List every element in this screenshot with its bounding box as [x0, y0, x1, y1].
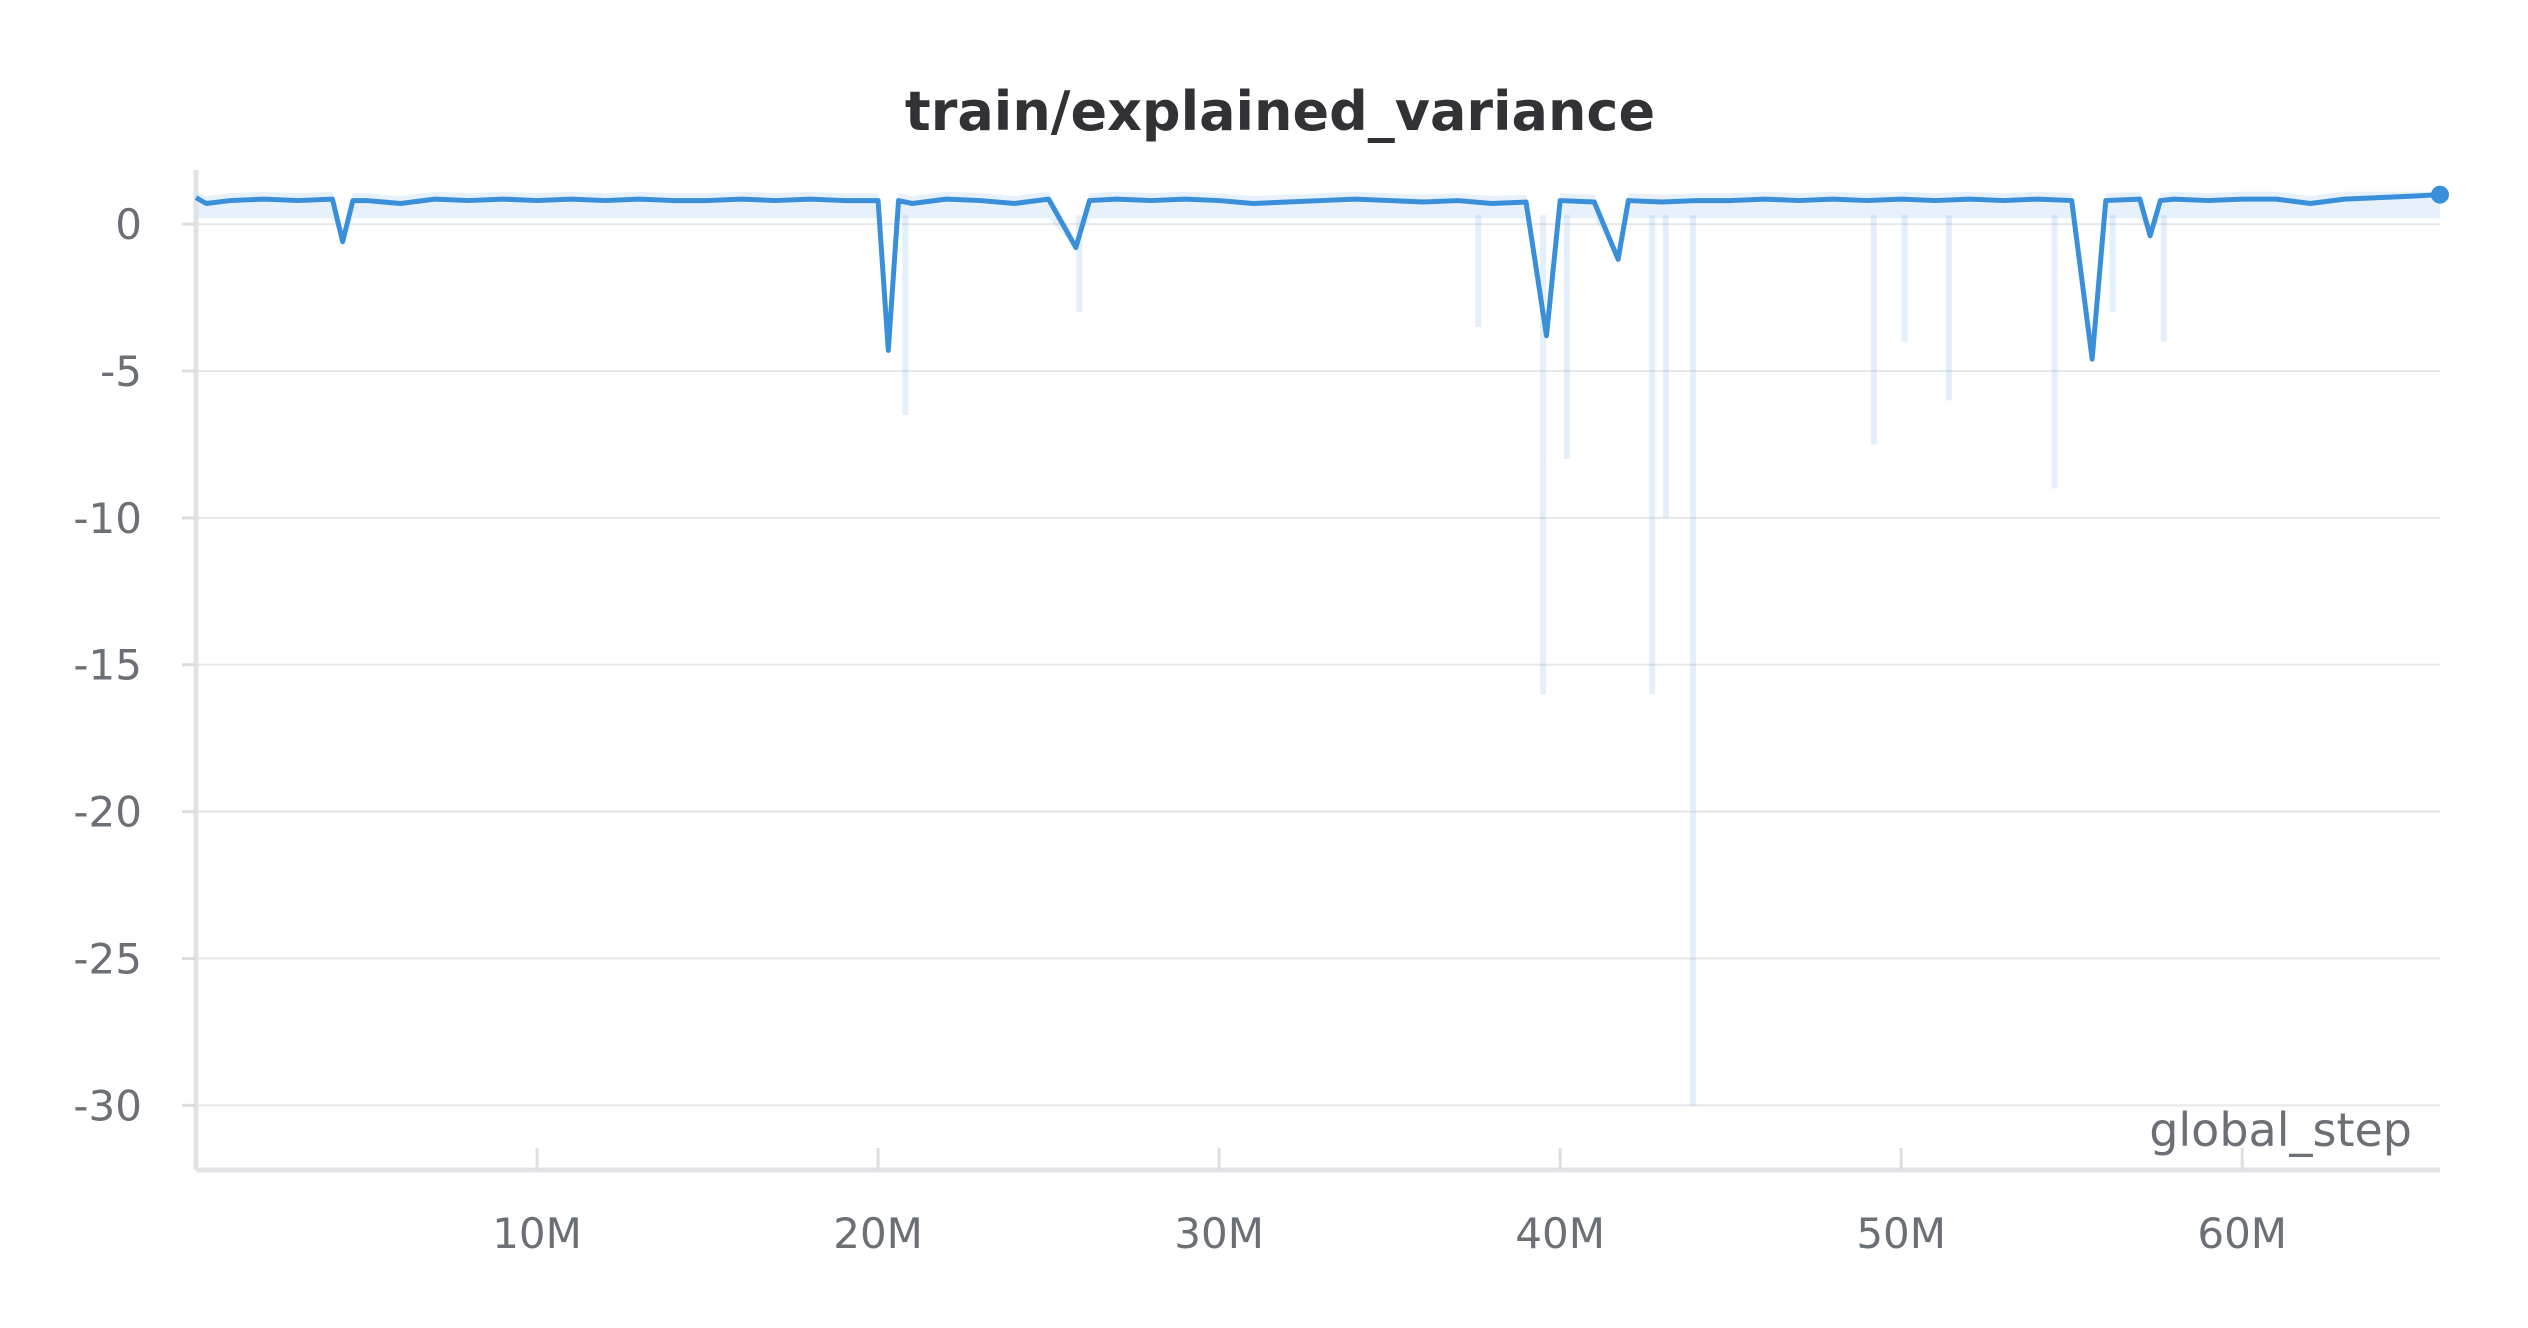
min-max-spike	[2160, 215, 2167, 342]
min-max-band-area	[196, 191, 2440, 360]
min-max-spike	[1662, 215, 1669, 518]
y-tick-label: -5	[100, 347, 142, 396]
y-tick-label: -20	[73, 788, 142, 837]
min-max-spike	[1649, 215, 1656, 695]
min-max-spike	[1540, 215, 1547, 695]
min-max-spike	[1475, 215, 1482, 327]
x-tick-label: 10M	[492, 1209, 582, 1258]
series-layer	[194, 185, 2449, 362]
min-max-spike	[1901, 215, 1908, 342]
min-max-spike	[2051, 215, 2058, 489]
axes	[193, 170, 2440, 1173]
x-tick-label: 50M	[1856, 1209, 1946, 1258]
y-tick-label: -10	[73, 494, 142, 543]
min-max-spike	[1870, 215, 1877, 445]
y-tick-label: -25	[73, 934, 142, 983]
min-max-spike	[902, 215, 909, 416]
x-axis-ticks: 10M 20M 30M 40M 50M 60M	[492, 1148, 2287, 1258]
min-max-spike	[1690, 215, 1697, 1106]
gridlines	[196, 223, 2440, 1107]
series-line	[194, 192, 2441, 362]
x-tick-label: 40M	[1515, 1209, 1605, 1258]
series-end-point	[2431, 185, 2449, 204]
y-tick-label: -15	[73, 641, 142, 690]
x-axis-label: global_step	[2149, 1103, 2412, 1157]
y-tick-label: 0	[115, 200, 142, 249]
x-tick-label: 20M	[833, 1209, 923, 1258]
y-axis-ticks: 0 -5 -10 -15 -20 -25 -30	[73, 200, 196, 1130]
min-max-spike	[2109, 215, 2116, 313]
min-max-spike	[1076, 215, 1083, 313]
x-tick-label: 60M	[2197, 1209, 2287, 1258]
chart-title: train/explained_variance	[905, 80, 1655, 143]
x-tick-label: 30M	[1174, 1209, 1264, 1258]
min-max-band	[196, 191, 2440, 1106]
min-max-spike	[1945, 215, 1952, 401]
min-max-spike	[1563, 215, 1570, 460]
y-tick-label: -30	[73, 1081, 142, 1130]
